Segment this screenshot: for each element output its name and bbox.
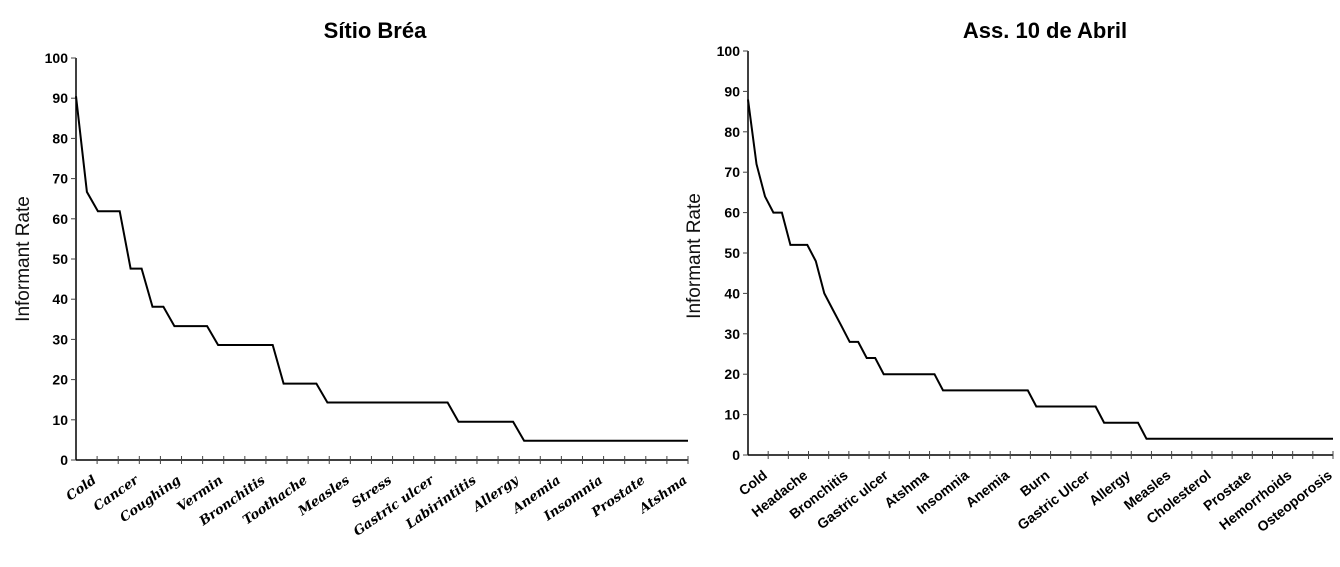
y-tick-label: 90 — [52, 90, 68, 106]
y-tick-label: 40 — [52, 291, 68, 307]
y-tick-label: 20 — [52, 372, 68, 388]
y-axis-label: Informant Rate — [13, 196, 34, 322]
y-tick-label: 70 — [724, 164, 740, 180]
y-tick-label: 60 — [724, 205, 740, 221]
y-tick-label: 40 — [724, 285, 740, 301]
y-tick-label: 10 — [724, 407, 740, 423]
chart-title: Ass. 10 de Abril — [963, 18, 1127, 43]
series-line — [75, 96, 688, 442]
x-tick-label: Gastric ulcer — [814, 466, 892, 532]
chart-ass-10-de-abril: Ass. 10 de Abril Informant Rate 0 10 20 30 4… — [684, 18, 1335, 535]
chart-title: Sítio Bréa — [324, 18, 427, 43]
y-tick-label: 50 — [52, 251, 68, 267]
y-tick-label: 100 — [717, 43, 741, 59]
y-tick-label: 90 — [724, 83, 740, 99]
y-tick-label: 10 — [52, 412, 68, 428]
y-tick-label: 20 — [724, 366, 740, 382]
y-tick-label: 100 — [45, 50, 69, 66]
y-tick-label: 80 — [52, 130, 68, 146]
y-tick-label: 0 — [732, 447, 740, 463]
y-tick-label: 50 — [724, 245, 740, 261]
chart-sitio-brea: Sítio Bréa Informant Rate 0 10 20 30 40 50 60 7… — [13, 18, 690, 539]
y-tick-label: 70 — [52, 171, 68, 187]
x-tick-label: Anemia — [962, 467, 1012, 511]
x-tick-label: Labirintitis — [403, 473, 480, 533]
y-axis-label: Informant Rate — [684, 193, 705, 319]
y-tick-label: 0 — [60, 452, 68, 468]
y-tick-label: 80 — [724, 124, 740, 140]
y-tick-label: 30 — [724, 326, 740, 342]
series-line — [747, 99, 1333, 440]
y-tick-label: 30 — [52, 331, 68, 347]
y-tick-label: 60 — [52, 211, 68, 227]
